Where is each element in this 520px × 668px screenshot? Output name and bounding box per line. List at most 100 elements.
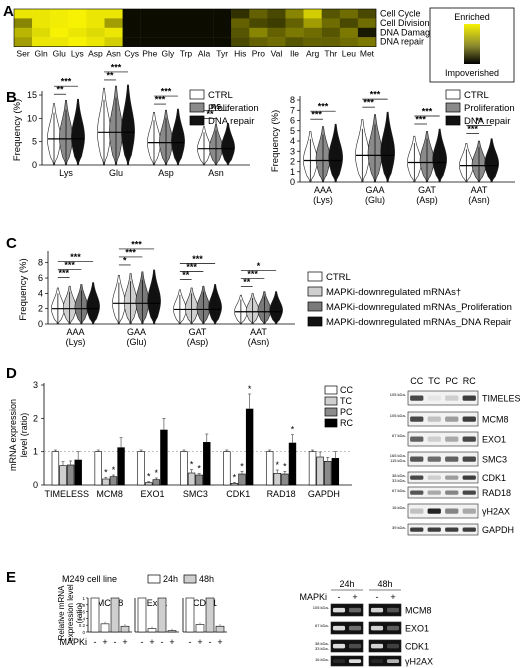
blot-band <box>410 527 424 532</box>
heatmap-cell <box>195 37 214 47</box>
gene-label: SMC3 <box>183 489 208 499</box>
blot-band <box>370 659 384 663</box>
significance-marker: * <box>104 467 108 477</box>
legend-label: MAPKi-downregulated mRNAs† <box>326 287 461 298</box>
legend-label: Proliferation <box>208 103 259 114</box>
blot-protein-label: RAD18 <box>482 488 511 498</box>
significance-marker: * <box>240 461 244 471</box>
category-sublabel: (Asn) <box>468 195 490 205</box>
blot-band <box>410 475 424 480</box>
bar <box>195 474 203 486</box>
heatmap-cell <box>86 37 105 47</box>
category-label: GAT <box>189 327 207 337</box>
category-sublabel: (Asn) <box>248 337 270 347</box>
y-tick-label: 6 <box>38 273 43 283</box>
heatmap-cell <box>50 18 69 28</box>
y-tick-label: 2 <box>33 413 38 423</box>
heatmap-aa-label: Trp <box>180 49 193 59</box>
category-label: GAA <box>365 185 384 195</box>
legend-swatch <box>307 301 323 312</box>
blot-marker: 38 kDa- <box>315 641 330 646</box>
heatmap-aa-label: Asp <box>88 49 103 59</box>
heatmap-cell <box>158 9 178 19</box>
heatmap-cell <box>104 9 123 19</box>
legend-swatch <box>324 385 338 395</box>
blot-marker: 16 kDa- <box>392 505 407 510</box>
legend-label: CTRL <box>208 90 233 101</box>
heatmap-aa-label: His <box>234 49 246 59</box>
heatmap-aa-label: Thr <box>324 49 337 59</box>
legend-swatch <box>189 115 205 126</box>
y-tick-label: 0 <box>33 480 38 490</box>
treatment-sign: - <box>189 637 192 647</box>
heatmap-cell <box>140 9 159 19</box>
heatmap-cell <box>357 18 377 28</box>
blot-marker: 105 kDa- <box>390 413 407 418</box>
heatmap-cell <box>321 9 340 19</box>
legend-swatch <box>324 418 338 428</box>
bar <box>109 476 118 486</box>
significance-marker: *** <box>64 260 75 270</box>
heatmap-cell <box>86 18 105 28</box>
blot-strip <box>407 471 479 484</box>
heatmap-cell <box>249 27 268 38</box>
blot-strip <box>368 639 402 653</box>
heatmap-cell <box>267 37 286 47</box>
heatmap-cell <box>267 18 286 28</box>
heatmap-row-label: DNA repair <box>380 37 424 47</box>
blot-band <box>348 625 362 631</box>
y-axis-label-line2: expression level <box>66 584 75 642</box>
significance-marker: *** <box>70 252 81 262</box>
blot-lane-label: TC <box>428 376 440 386</box>
blot-band <box>386 659 400 663</box>
heatmap-cell <box>32 27 51 38</box>
blot-band <box>445 436 459 442</box>
heatmap-cell <box>122 37 141 47</box>
blot-treatment-label: MAPKi <box>299 592 327 602</box>
blot-marker: 115 kDa- <box>390 458 407 463</box>
heatmap-cell <box>249 9 268 19</box>
blot-marker: 67 kDa- <box>392 488 407 493</box>
blot-marker: 165 kDa- <box>390 453 407 458</box>
blot-strip <box>407 431 479 447</box>
y-tick-label: 2 <box>290 157 295 167</box>
bar <box>100 623 110 633</box>
blot-band <box>462 456 476 462</box>
blot-strip <box>330 603 364 617</box>
heatmap-aa-label: Ser <box>16 49 29 59</box>
significance-marker: *** <box>58 268 69 278</box>
legend-swatch <box>324 407 338 417</box>
heatmap-cell <box>68 9 87 19</box>
bar <box>324 461 332 486</box>
blot-strip <box>407 411 479 427</box>
y-tick-label: 1 <box>82 596 85 601</box>
heatmap-cell <box>213 27 232 38</box>
heatmap-cell <box>267 27 286 38</box>
bar <box>117 447 125 486</box>
heatmap-cell <box>158 37 178 47</box>
blot-band <box>427 490 441 495</box>
heatmap-cell <box>104 37 123 47</box>
cell-line-label: M249 cell line <box>62 574 117 584</box>
blot-band <box>410 416 424 422</box>
bar <box>145 482 153 486</box>
category-sublabel: (Glu) <box>127 337 147 347</box>
legend-impoverished-label: Impoverished <box>445 68 499 78</box>
blot-strip <box>368 603 402 617</box>
legend-swatch <box>445 89 461 100</box>
blot-band <box>427 456 441 462</box>
blot-band <box>427 436 441 442</box>
heatmap-cell <box>213 37 232 47</box>
legend-swatch <box>445 102 461 113</box>
significance-marker: * <box>123 255 127 265</box>
heatmap-cell <box>86 27 105 38</box>
blot-band <box>427 395 441 401</box>
blot-band <box>370 607 384 613</box>
bar <box>203 442 211 486</box>
panel-b-right-legend: CTRL Proliferation DNA repair <box>445 89 515 127</box>
bar <box>223 451 231 486</box>
bar <box>120 625 130 633</box>
category-sublabel: (Lys) <box>313 195 333 205</box>
heatmap-aa-label: Leu <box>342 49 356 59</box>
bar <box>245 408 254 486</box>
